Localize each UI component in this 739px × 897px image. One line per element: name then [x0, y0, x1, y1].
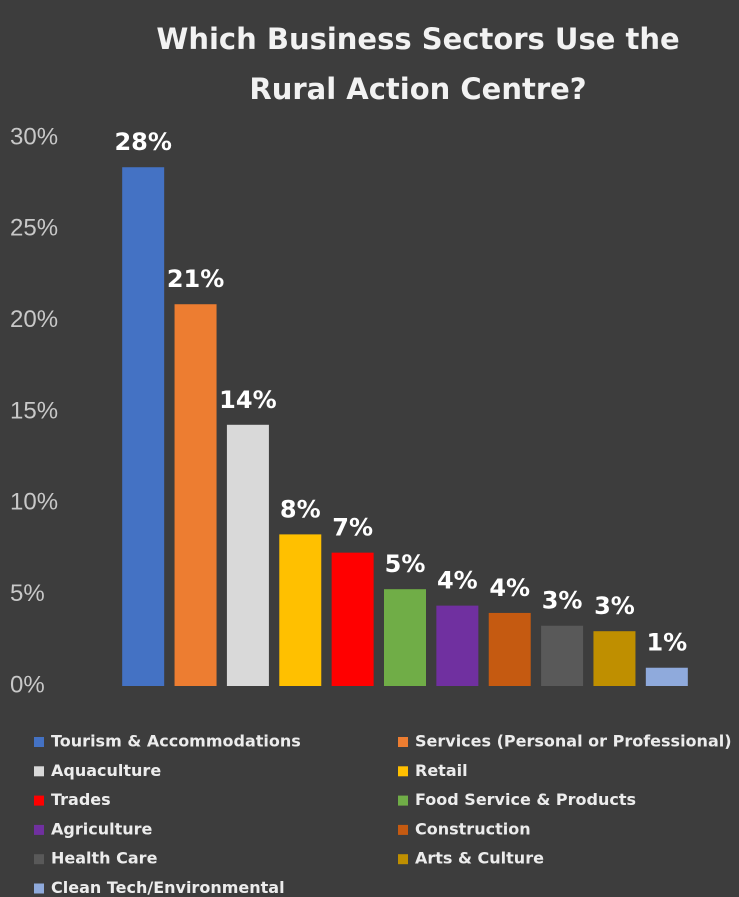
bar	[122, 167, 165, 686]
legend-marker	[398, 824, 408, 835]
y-tick-label: 25%	[10, 215, 58, 242]
legend-marker	[34, 824, 44, 835]
legend-label: Construction	[415, 819, 531, 838]
legend-label: Tourism & Accommodations	[51, 732, 301, 751]
legend-label: Services (Personal or Professional)	[415, 732, 732, 751]
value-label: 28%	[114, 128, 171, 156]
legend-marker	[398, 795, 408, 806]
value-label: 4%	[437, 567, 478, 595]
bar	[174, 304, 217, 686]
legend-marker	[398, 737, 408, 747]
value-label: 5%	[385, 550, 426, 578]
value-label: 3%	[594, 592, 635, 620]
legend-marker	[34, 766, 44, 777]
y-tick-label: 30%	[10, 123, 58, 150]
legend-label: Agriculture	[51, 819, 153, 838]
value-label: 4%	[489, 574, 530, 602]
bar	[384, 589, 426, 686]
value-label: 8%	[280, 495, 321, 523]
legend-marker	[34, 883, 44, 894]
legend-label: Clean Tech/Environmental	[51, 878, 285, 897]
bar	[226, 424, 269, 686]
bar	[279, 534, 322, 686]
y-tick-label: 15%	[10, 397, 58, 424]
value-label: 21%	[167, 265, 224, 293]
value-label: 1%	[646, 629, 687, 657]
bar	[331, 552, 374, 686]
legend-label: Arts & Culture	[415, 849, 544, 868]
legend-marker	[34, 854, 44, 865]
legend-marker	[398, 854, 408, 865]
y-tick-label: 5%	[10, 580, 45, 607]
value-label: 3%	[542, 587, 583, 615]
bar	[593, 631, 636, 686]
legend-label: Trades	[51, 790, 111, 809]
legend-label: Aquaculture	[51, 761, 161, 780]
legend-marker	[398, 766, 408, 777]
bar	[488, 612, 531, 686]
bar	[541, 625, 584, 686]
bar	[645, 667, 688, 686]
y-tick-label: 0%	[10, 671, 45, 698]
y-tick-label: 10%	[10, 489, 58, 516]
legend-label: Food Service & Products	[415, 790, 636, 809]
legend-marker	[34, 737, 44, 747]
bar	[436, 605, 479, 686]
value-label: 14%	[219, 386, 276, 414]
value-label: 7%	[332, 514, 373, 542]
chart-title: Which Business Sectors Use the Rural Act…	[156, 22, 680, 106]
y-tick-label: 20%	[10, 306, 58, 333]
legend-label: Health Care	[51, 849, 158, 868]
legend-label: Retail	[415, 761, 468, 780]
legend-marker	[34, 795, 44, 806]
